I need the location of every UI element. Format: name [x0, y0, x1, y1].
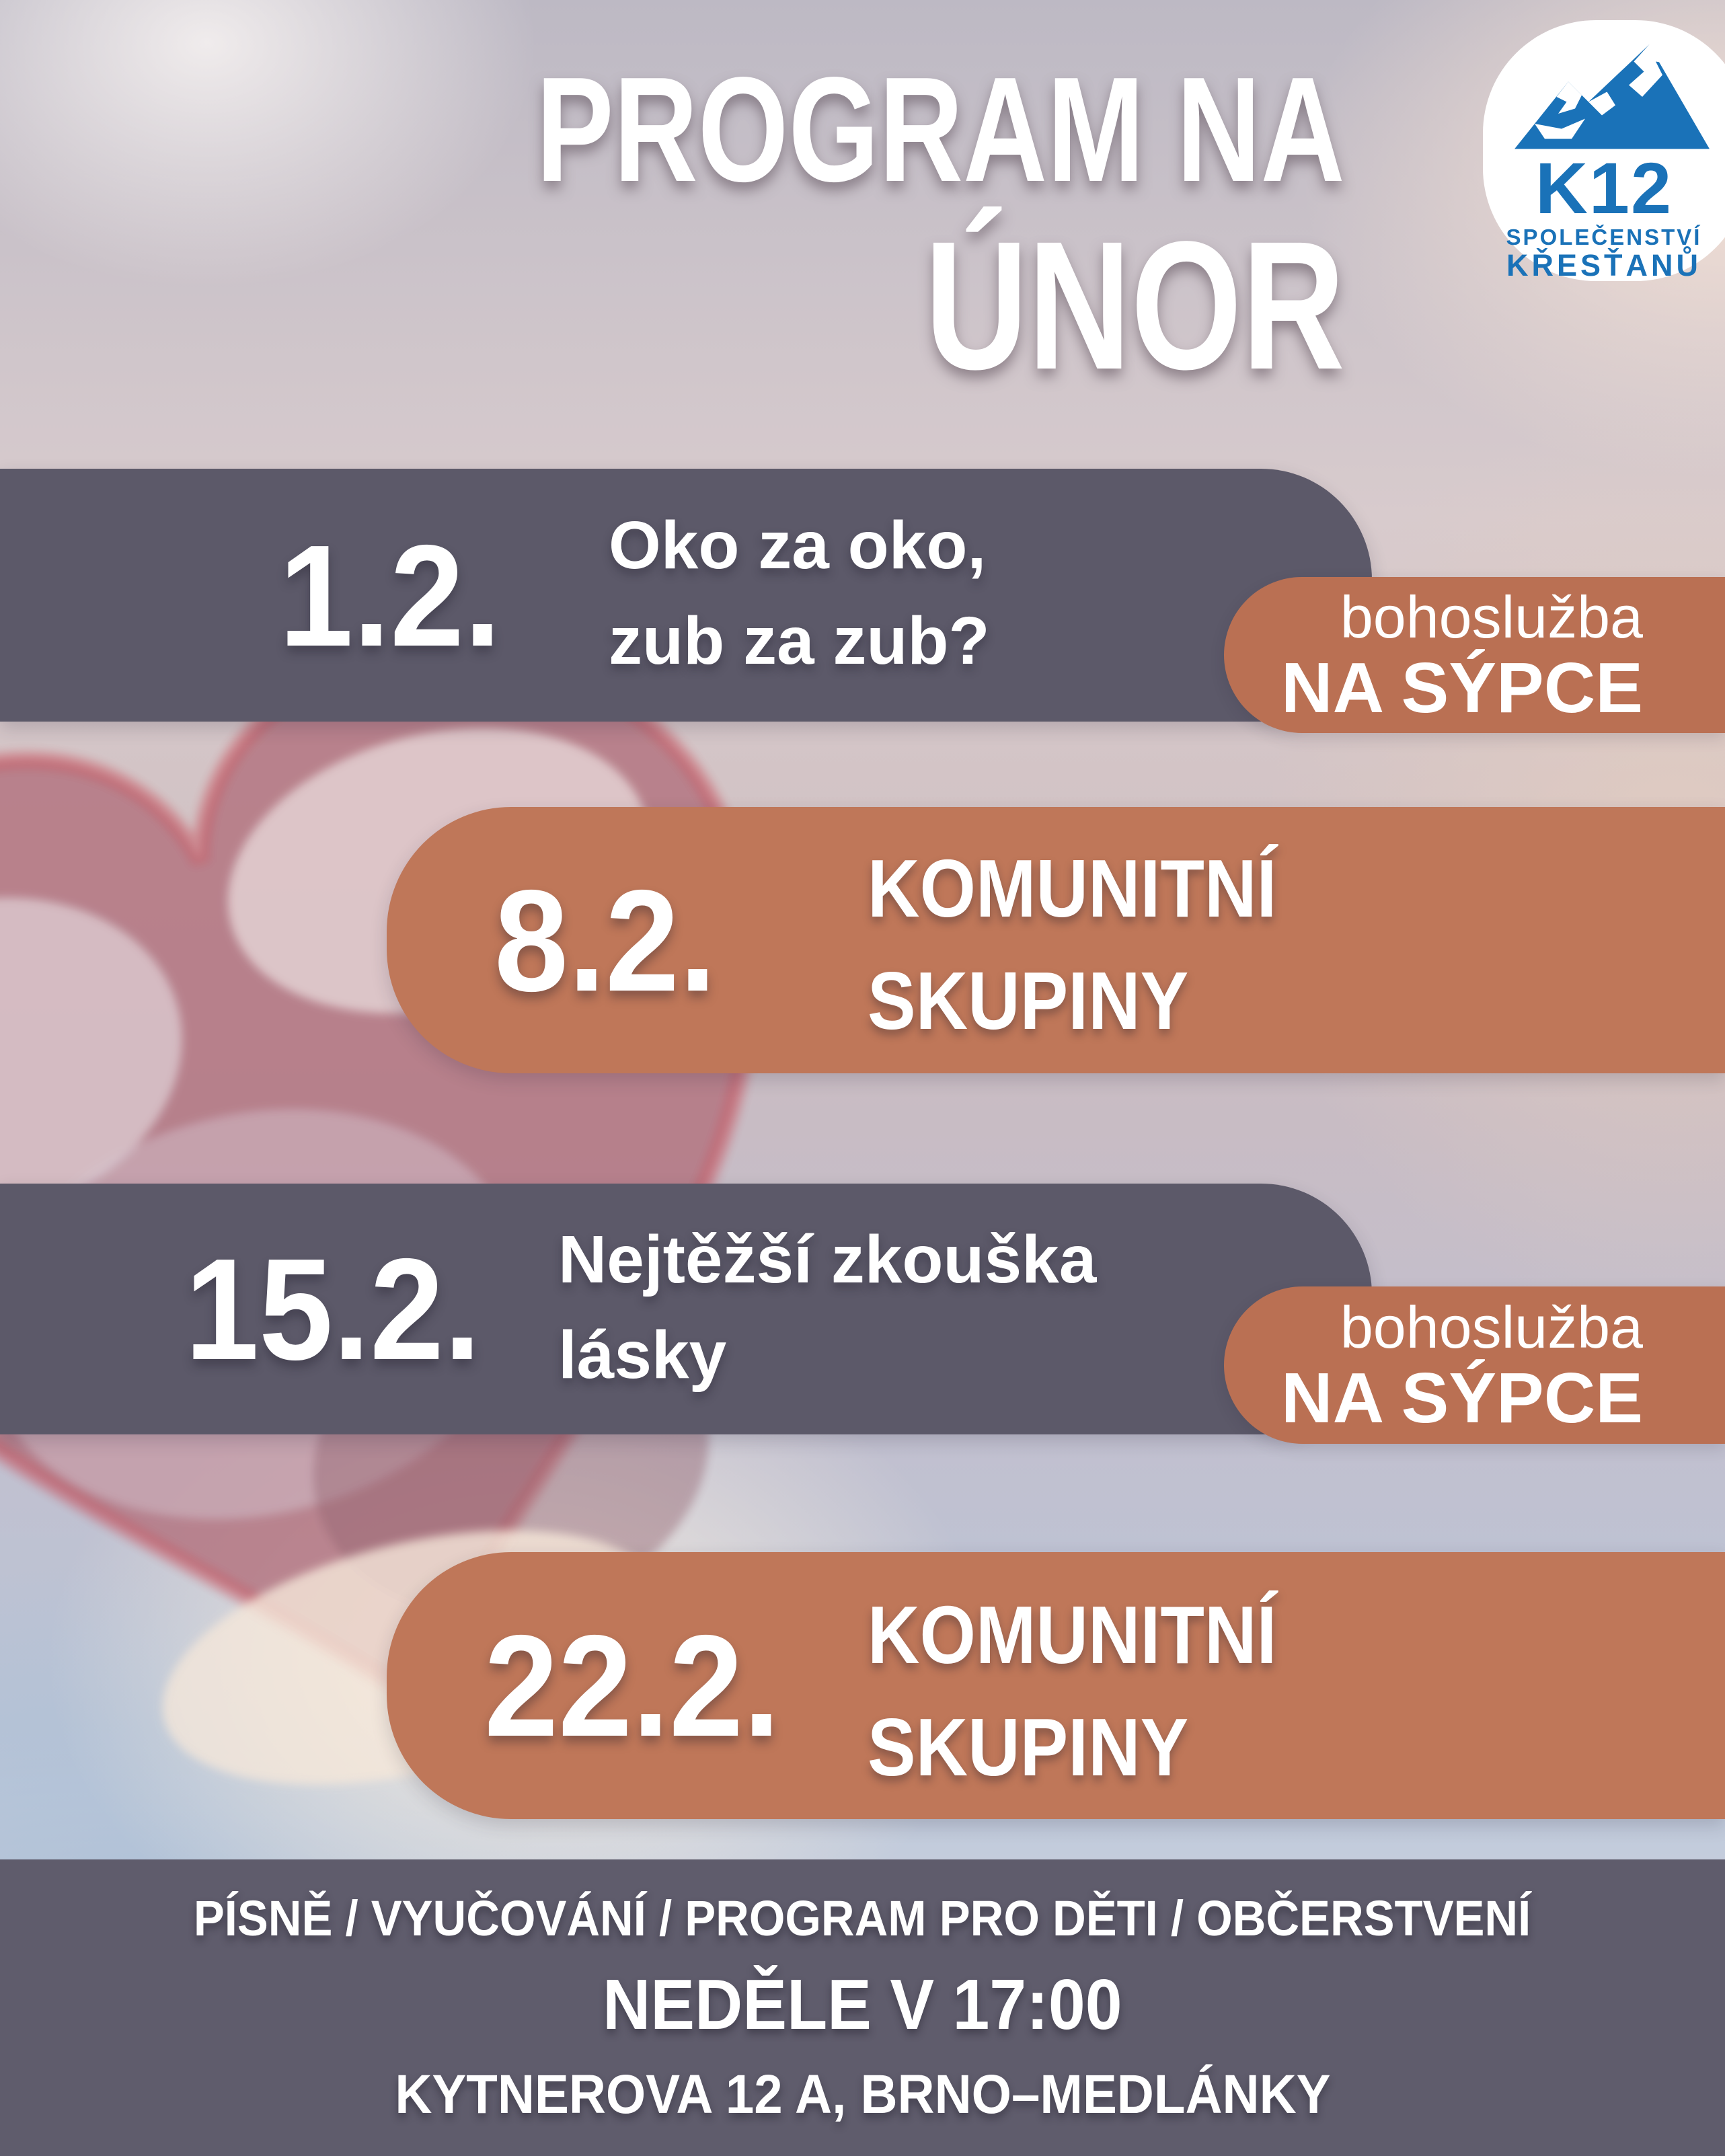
event-date-1-2: 1.2.	[279, 514, 501, 677]
k12-logo: K12 SPOLEČENSTVÍ KŘESŤANŮ	[1483, 20, 1725, 281]
event-date-22-2: 22.2.	[484, 1605, 780, 1767]
logo-subtitle-1: SPOLEČENSTVÍ	[1506, 225, 1702, 249]
event-bar-8-2	[387, 807, 1725, 1073]
badge-line2: NA SÝPCE	[1281, 1358, 1643, 1438]
event-bar-1-2	[0, 469, 1372, 722]
event-title-line: SKUPINY	[868, 955, 1189, 1047]
event-title-8-2: KOMUNITNÍ SKUPINY	[868, 833, 1276, 1057]
event-date-15-2: 15.2.	[185, 1228, 481, 1390]
event-title-line: KOMUNITNÍ	[868, 843, 1277, 934]
event-title-line: lásky	[558, 1317, 727, 1393]
event-title-22-2: KOMUNITNÍ SKUPINY	[868, 1579, 1276, 1804]
logo-subtitle-2: KŘESŤANŮ	[1506, 248, 1701, 282]
poster-title-line1: PROGRAM NA	[536, 46, 1345, 213]
footer-address: KYTNEROVA 12 A, BRNO–MEDLÁNKY	[394, 2063, 1331, 2125]
badge-bohosluzba-na-sypce-1: bohoslužba NA SÝPCE	[1224, 577, 1725, 733]
event-title-1-2: Oko za oko, zub za zub?	[609, 498, 990, 689]
logo-wordmark: K12	[1535, 147, 1673, 229]
event-title-15-2: Nejtěžší zkouška lásky	[558, 1212, 1096, 1403]
event-bar-22-2	[387, 1552, 1725, 1819]
event-title-line: zub za zub?	[609, 603, 990, 679]
event-title-line: KOMUNITNÍ	[868, 1589, 1277, 1681]
footer-time: NEDĚLE V 17:00	[603, 1964, 1122, 2044]
badge-line1: bohoslužba	[1340, 1294, 1643, 1361]
event-title-line: SKUPINY	[868, 1701, 1189, 1794]
badge-bohosluzba-na-sypce-2: bohoslužba NA SÝPCE	[1224, 1286, 1725, 1444]
event-title-line: Nejtěžší zkouška	[558, 1222, 1097, 1297]
badge-line1: bohoslužba	[1340, 584, 1643, 651]
footer-program-items: PÍSNĚ / VYUČOVÁNÍ / PROGRAM PRO DĚTI / O…	[194, 1890, 1531, 1946]
event-date-8-2: 8.2.	[494, 859, 716, 1022]
poster-title-line2: ÚNOR	[925, 203, 1345, 408]
footer-band: PÍSNĚ / VYUČOVÁNÍ / PROGRAM PRO DĚTI / O…	[0, 1859, 1725, 2156]
event-title-line: Oko za oko,	[609, 508, 987, 583]
badge-line2: NA SÝPCE	[1281, 648, 1643, 728]
mountain-icon	[1515, 44, 1710, 149]
event-bar-15-2	[0, 1184, 1372, 1434]
